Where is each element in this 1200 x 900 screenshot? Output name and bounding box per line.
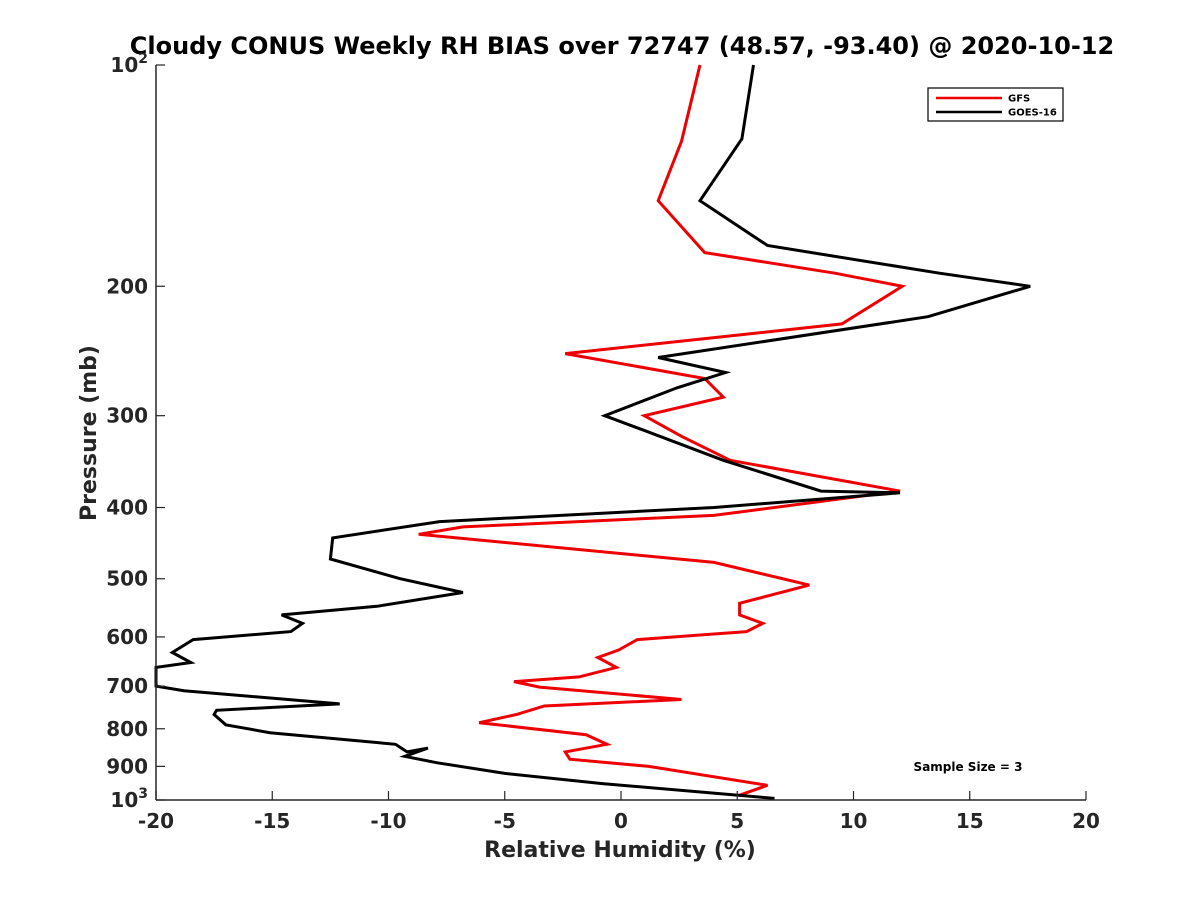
- y-tick-label: 600: [106, 625, 148, 649]
- y-tick-label: 300: [106, 404, 148, 428]
- series-line-gfs: [418, 64, 907, 797]
- x-tick-label: 0: [614, 809, 628, 833]
- x-tick-label: -10: [370, 809, 406, 833]
- x-tick-label: 10: [840, 809, 868, 833]
- x-tick-label: -15: [254, 809, 290, 833]
- x-tick-label: 20: [1072, 809, 1100, 833]
- axes: -20 -15 -10 -5 0 5 10 15 20 102 200 300 400 500 600 700…: [106, 51, 1100, 833]
- y-tick-label: 500: [106, 567, 148, 591]
- y-tick-label: 700: [106, 674, 148, 698]
- y-axis-label: Pressure (mb): [77, 345, 102, 521]
- x-tick-label: -20: [138, 809, 174, 833]
- y-tick-label: 103: [110, 786, 148, 812]
- y-tick-label: 800: [106, 717, 148, 741]
- x-tick-label: -5: [494, 809, 516, 833]
- sample-size-annotation: Sample Size = 3: [914, 760, 1023, 774]
- y-tick-label: 200: [106, 274, 148, 298]
- x-tick-label: 5: [730, 809, 744, 833]
- legend: GFS GOES-16: [927, 87, 1064, 122]
- legend-label-goes-16: GOES-16: [1008, 108, 1057, 119]
- series-line-goes-16: [154, 64, 1031, 800]
- legend-box: [927, 87, 1064, 122]
- x-axis-label: Relative Humidity (%): [484, 838, 756, 863]
- y-tick-label: 102: [110, 51, 148, 77]
- y-tick-label: 400: [106, 496, 148, 520]
- y-tick-label: 900: [106, 754, 148, 778]
- chart-title: Cloudy CONUS Weekly RH BIAS over 72747 (…: [130, 32, 1114, 60]
- x-tick-label: 15: [956, 809, 984, 833]
- legend-label-gfs: GFS: [1008, 94, 1030, 105]
- series-layer: [154, 64, 1031, 800]
